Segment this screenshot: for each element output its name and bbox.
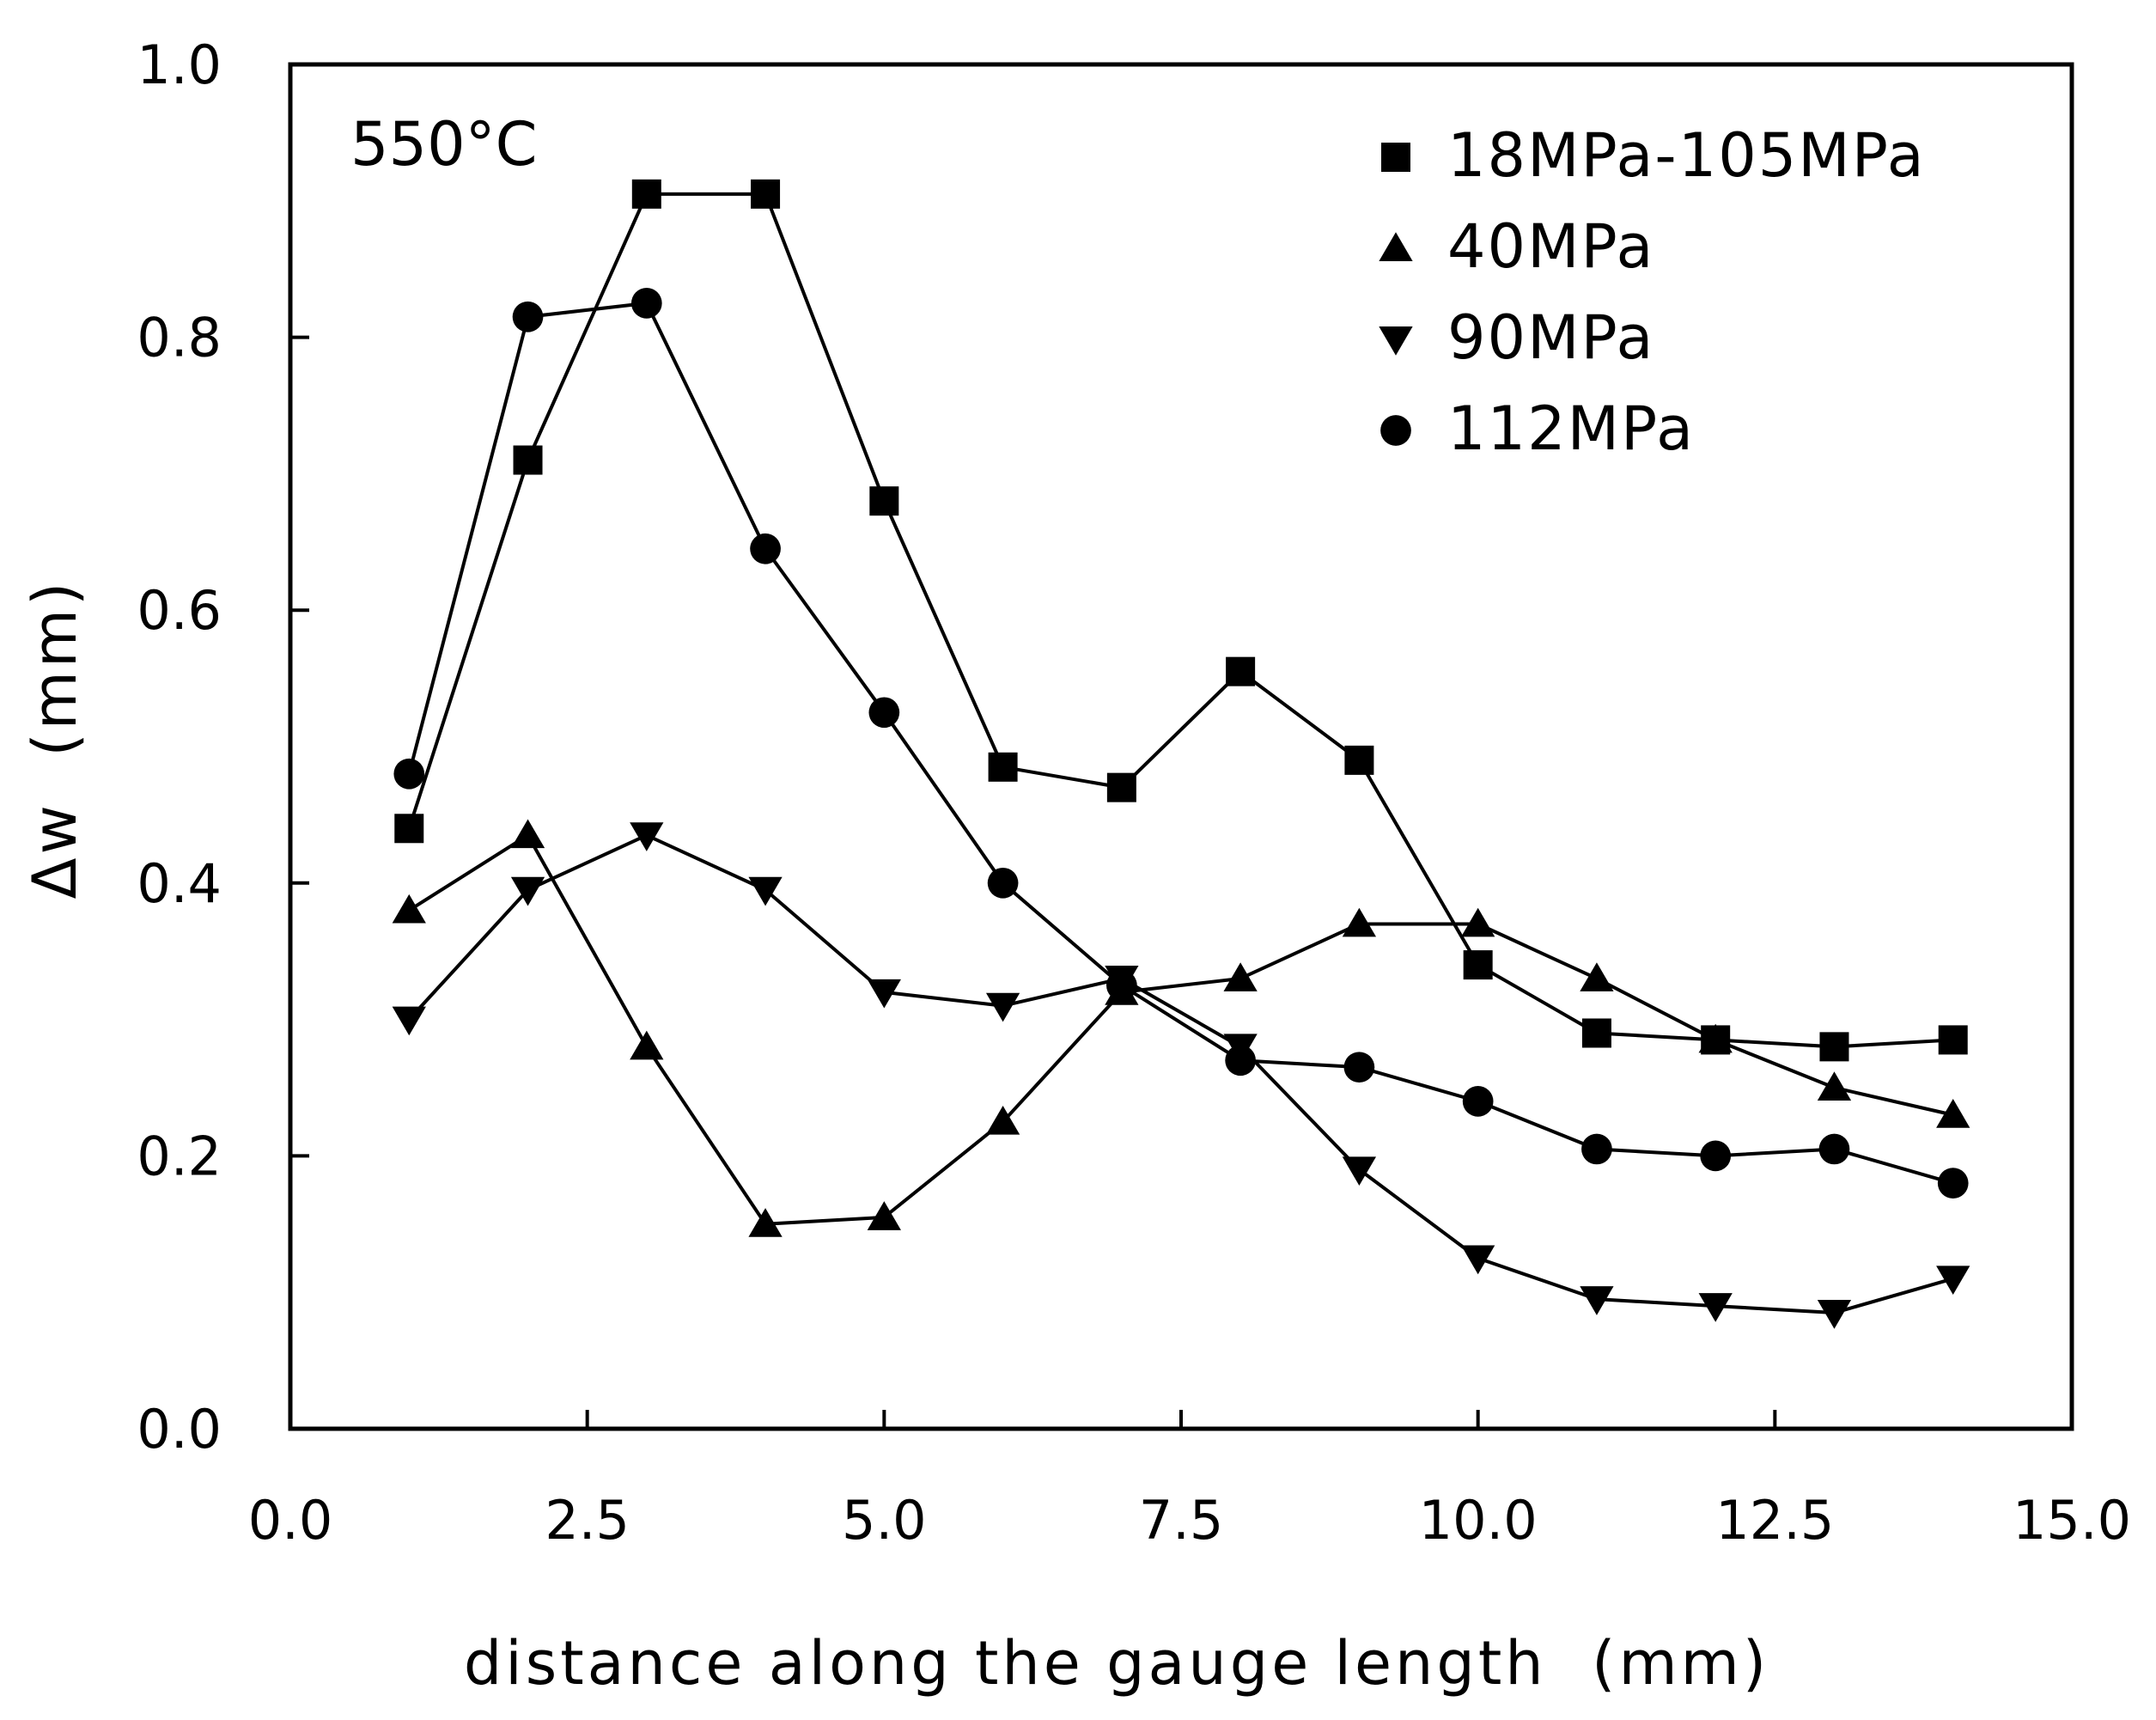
data-point xyxy=(1936,1099,1970,1128)
y-tick-label: 0.0 xyxy=(137,1398,222,1461)
data-point xyxy=(1580,962,1614,991)
data-point xyxy=(393,758,425,790)
data-point xyxy=(751,179,781,209)
legend: 18MPa-105MPa 40MPa 90MPa 112MPa xyxy=(1379,120,1926,464)
legend-label: 112MPa xyxy=(1447,393,1695,464)
data-point xyxy=(1461,1245,1495,1275)
data-point xyxy=(392,894,426,924)
data-point xyxy=(1344,745,1374,775)
data-point xyxy=(510,876,545,906)
series-line xyxy=(408,833,1954,1226)
data-point xyxy=(1463,950,1493,980)
data-point xyxy=(868,697,900,729)
data-point xyxy=(1343,1052,1375,1083)
data-point xyxy=(1225,1045,1256,1077)
data-point xyxy=(1106,970,1137,1001)
data-point xyxy=(748,1208,783,1237)
legend-entry: 18MPa-105MPa xyxy=(1381,120,1926,191)
data-point xyxy=(1581,1133,1612,1165)
series-40MPa xyxy=(392,819,1970,1237)
series-112MPa xyxy=(393,288,1969,1199)
series-layer xyxy=(392,179,1970,1329)
data-point xyxy=(1817,1300,1852,1329)
data-point xyxy=(1818,1133,1850,1165)
legend-label: 40MPa xyxy=(1447,211,1654,282)
y-axis-title: Δw (mm) xyxy=(20,579,90,900)
legend-marker xyxy=(1381,143,1410,172)
data-point xyxy=(1698,1023,1733,1053)
data-point xyxy=(867,1201,901,1230)
data-point xyxy=(1462,1086,1494,1117)
x-tick-label: 0.0 xyxy=(248,1489,333,1552)
data-point xyxy=(1817,1071,1852,1101)
series-line xyxy=(407,301,1954,1186)
x-tick-label: 12.5 xyxy=(1715,1489,1834,1552)
data-point xyxy=(1937,1168,1969,1199)
data-point xyxy=(1698,1293,1733,1322)
y-tick-label: 0.4 xyxy=(137,852,222,915)
data-point xyxy=(1223,962,1258,991)
data-point xyxy=(630,822,664,851)
x-axis-title: distance along the gauge length (mm) xyxy=(464,1628,1769,1699)
x-tick-label: 2.5 xyxy=(545,1489,630,1552)
data-point xyxy=(1342,1156,1377,1186)
y-tick-label: 0.8 xyxy=(137,307,222,369)
x-tick-label: 5.0 xyxy=(842,1489,927,1552)
data-point xyxy=(392,1006,426,1036)
data-point xyxy=(631,179,661,209)
data-point xyxy=(394,814,424,844)
legend-label: 90MPa xyxy=(1447,302,1654,373)
series-line xyxy=(407,192,1953,1049)
legend-marker xyxy=(1380,415,1411,446)
data-point xyxy=(869,486,899,516)
data-point xyxy=(985,992,1020,1022)
data-point xyxy=(867,979,901,1009)
x-tick-label: 15.0 xyxy=(2013,1489,2131,1552)
data-point xyxy=(1938,1025,1968,1055)
y-tick-label: 1.0 xyxy=(137,34,222,96)
data-point xyxy=(1700,1140,1732,1172)
y-tick-label: 0.6 xyxy=(137,579,222,642)
legend-entry: 40MPa xyxy=(1379,211,1654,282)
data-point xyxy=(1936,1266,1970,1296)
temperature-annotation: 550°C xyxy=(350,109,538,180)
data-point xyxy=(1819,1032,1849,1062)
legend-entry: 112MPa xyxy=(1380,393,1695,464)
data-point xyxy=(750,533,781,564)
data-point xyxy=(987,867,1019,899)
data-point xyxy=(1106,772,1136,802)
data-point xyxy=(1461,907,1495,937)
x-tick-label: 10.0 xyxy=(1419,1489,1538,1552)
data-point xyxy=(1580,1286,1614,1315)
data-point xyxy=(630,288,662,319)
data-point xyxy=(512,301,544,332)
y-tick-label: 0.2 xyxy=(137,1125,222,1187)
data-point xyxy=(510,819,545,849)
data-point xyxy=(988,752,1018,782)
data-point xyxy=(1226,656,1256,686)
data-point xyxy=(1581,1018,1611,1048)
legend-marker xyxy=(1379,326,1413,356)
data-point xyxy=(630,1030,664,1060)
data-point xyxy=(985,1106,1020,1135)
series-18MPa-105MPa xyxy=(394,179,1968,1062)
series-line xyxy=(407,833,1954,1315)
data-point xyxy=(513,445,543,475)
legend-marker xyxy=(1379,232,1413,261)
data-point xyxy=(748,876,783,906)
legend-entry: 90MPa xyxy=(1379,302,1654,373)
axes: 0.0 2.5 5.0 7.5 10.0 12.5 15.0 0.0 0.2 0.4 0.6 0.8 1… xyxy=(137,34,2131,1552)
legend-label: 18MPa-105MPa xyxy=(1447,120,1926,191)
x-tick-label: 7.5 xyxy=(1139,1489,1224,1552)
data-point xyxy=(1342,907,1377,937)
